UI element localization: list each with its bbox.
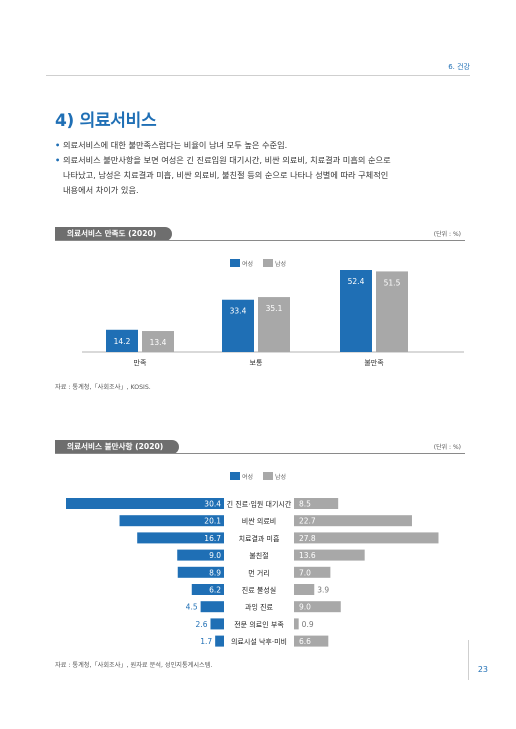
- data-label-male: 35.1: [266, 304, 283, 313]
- bar-male: [258, 297, 290, 352]
- data-label-female: 16.7: [204, 534, 221, 543]
- bullet-item: 의료서비스 불만사항을 보면 여성은 긴 진료입원 대기시간, 비싼 의료비, …: [55, 153, 465, 168]
- bullet-list: 의료서비스에 대한 불만족스럽다는 비율이 남녀 모두 높은 수준임. 의료서비…: [55, 138, 465, 198]
- bar-female: [210, 618, 224, 630]
- category-label: 불만족: [364, 358, 384, 367]
- category-label: 불친절: [249, 551, 268, 560]
- bullet-item: 의료서비스에 대한 불만족스럽다는 비율이 남녀 모두 높은 수준임.: [55, 138, 465, 153]
- legend-item-male: 남성: [262, 259, 286, 268]
- header-divider: [46, 75, 470, 76]
- chart1-header-rule: [55, 240, 465, 241]
- bar-female: [222, 299, 254, 352]
- data-label-male: 8.5: [299, 500, 311, 509]
- bar-male: [294, 566, 331, 578]
- chart1-title: 의료서비스 만족도 (2020): [55, 227, 173, 241]
- data-label-male: 13.4: [150, 338, 167, 347]
- bar-male: [294, 618, 299, 630]
- bar-female: [137, 532, 224, 544]
- chart2-title: 의료서비스 불만사항 (2020): [55, 440, 180, 454]
- bar-male: [294, 549, 365, 561]
- data-label-female: 8.9: [209, 568, 221, 577]
- category-label: 의료시설 낙후·미비: [231, 637, 287, 646]
- data-label-male: 3.9: [317, 586, 329, 595]
- data-label-male: 7.0: [299, 568, 311, 577]
- data-label-female: 9.0: [209, 551, 221, 560]
- page-number-divider: [468, 640, 469, 680]
- data-label-female: 4.5: [186, 603, 198, 612]
- category-label: 긴 진료·입원 대기시간: [227, 500, 292, 509]
- legend-item-female: 여성: [229, 259, 254, 268]
- bar-male: [376, 271, 408, 352]
- category-label: 진료 불성실: [242, 586, 276, 595]
- data-label-male: 9.0: [299, 603, 311, 612]
- legend-item-female: 여성: [229, 472, 254, 481]
- data-label-male: 6.6: [299, 637, 311, 646]
- category-label: 과잉 진료: [245, 603, 274, 612]
- data-label-female: 1.7: [200, 637, 212, 646]
- category-label: 만족: [134, 358, 147, 367]
- data-label-male: 27.8: [299, 534, 316, 543]
- chart2-header: 의료서비스 불만사항 (2020) (단위 : %): [55, 440, 465, 454]
- data-label-female: 14.2: [114, 337, 131, 346]
- bar-male: [294, 584, 315, 595]
- bar-female: [191, 584, 224, 595]
- legend-label-female: 여성: [241, 261, 254, 268]
- bar-female: [177, 566, 224, 578]
- page-number: 23: [477, 665, 488, 674]
- category-label: 먼 거리: [248, 568, 270, 577]
- category-label: 비싼 의료비: [242, 517, 276, 526]
- chart1-header: 의료서비스 만족도 (2020) (단위 : %): [55, 227, 465, 241]
- section-label: 6. 건강: [448, 63, 470, 71]
- bullet-continuation: 내용에서 차이가 있음.: [63, 185, 139, 195]
- bar-female: [106, 329, 138, 352]
- chart2-legend: 여성 남성: [0, 472, 516, 481]
- data-label-female: 52.4: [348, 277, 365, 286]
- category-label: 치료결과 미흡: [239, 534, 280, 543]
- data-label-female: 33.4: [230, 307, 247, 316]
- data-label-female: 6.2: [209, 586, 221, 595]
- bullet-continuation: 나타났고, 남성은 치료결과 미흡, 비싼 의료비, 불친절 등의 순으로 나타…: [63, 170, 389, 180]
- bar-female: [200, 601, 224, 613]
- bar-male: [294, 515, 412, 527]
- bar-female: [340, 270, 372, 352]
- data-label-female: 2.6: [196, 620, 208, 629]
- data-label-female: 20.1: [204, 517, 221, 526]
- chart2-unit: (단위 : %): [433, 444, 461, 451]
- legend-swatch-female: [229, 259, 240, 267]
- data-label-male: 51.5: [384, 278, 401, 287]
- category-label: 보통: [250, 359, 263, 367]
- bar-male: [294, 601, 341, 613]
- chart2-source: 자료 : 통계청,「사회조사」, 원자료 분석, 성인지통계시스템.: [55, 662, 213, 669]
- bar-male: [142, 331, 174, 352]
- bar-female: [119, 515, 224, 527]
- bar-female: [66, 498, 224, 509]
- chart1-unit: (단위 : %): [433, 231, 461, 238]
- data-label-female: 30.4: [204, 500, 221, 509]
- chart2-header-rule: [55, 453, 465, 454]
- data-label-male: 22.7: [299, 517, 316, 526]
- bar-male: [294, 498, 339, 509]
- legend-label-female: 여성: [241, 474, 254, 481]
- chart1-source: 자료 : 통계청,「사회조사」, KOSIS.: [55, 384, 151, 391]
- category-label: 전문 의료인 부족: [234, 620, 284, 629]
- legend-swatch-male: [262, 472, 273, 480]
- legend-label-male: 남성: [274, 474, 286, 481]
- data-label-male: 13.6: [299, 551, 316, 560]
- page-title: 4) 의료서비스: [55, 111, 157, 131]
- legend-swatch-female: [229, 472, 240, 480]
- chart1-legend: 여성 남성: [0, 259, 516, 268]
- legend-swatch-male: [262, 259, 273, 267]
- bar-female: [215, 635, 224, 647]
- bar-male: [294, 635, 329, 647]
- data-label-male: 0.9: [302, 620, 314, 629]
- bar-male: [294, 532, 439, 544]
- legend-label-male: 남성: [274, 261, 286, 268]
- bar-female: [177, 549, 224, 561]
- legend-item-male: 남성: [262, 472, 286, 481]
